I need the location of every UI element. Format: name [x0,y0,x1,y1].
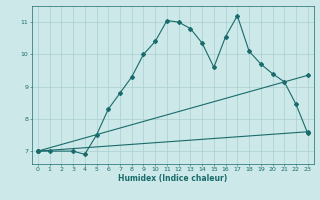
X-axis label: Humidex (Indice chaleur): Humidex (Indice chaleur) [118,174,228,183]
